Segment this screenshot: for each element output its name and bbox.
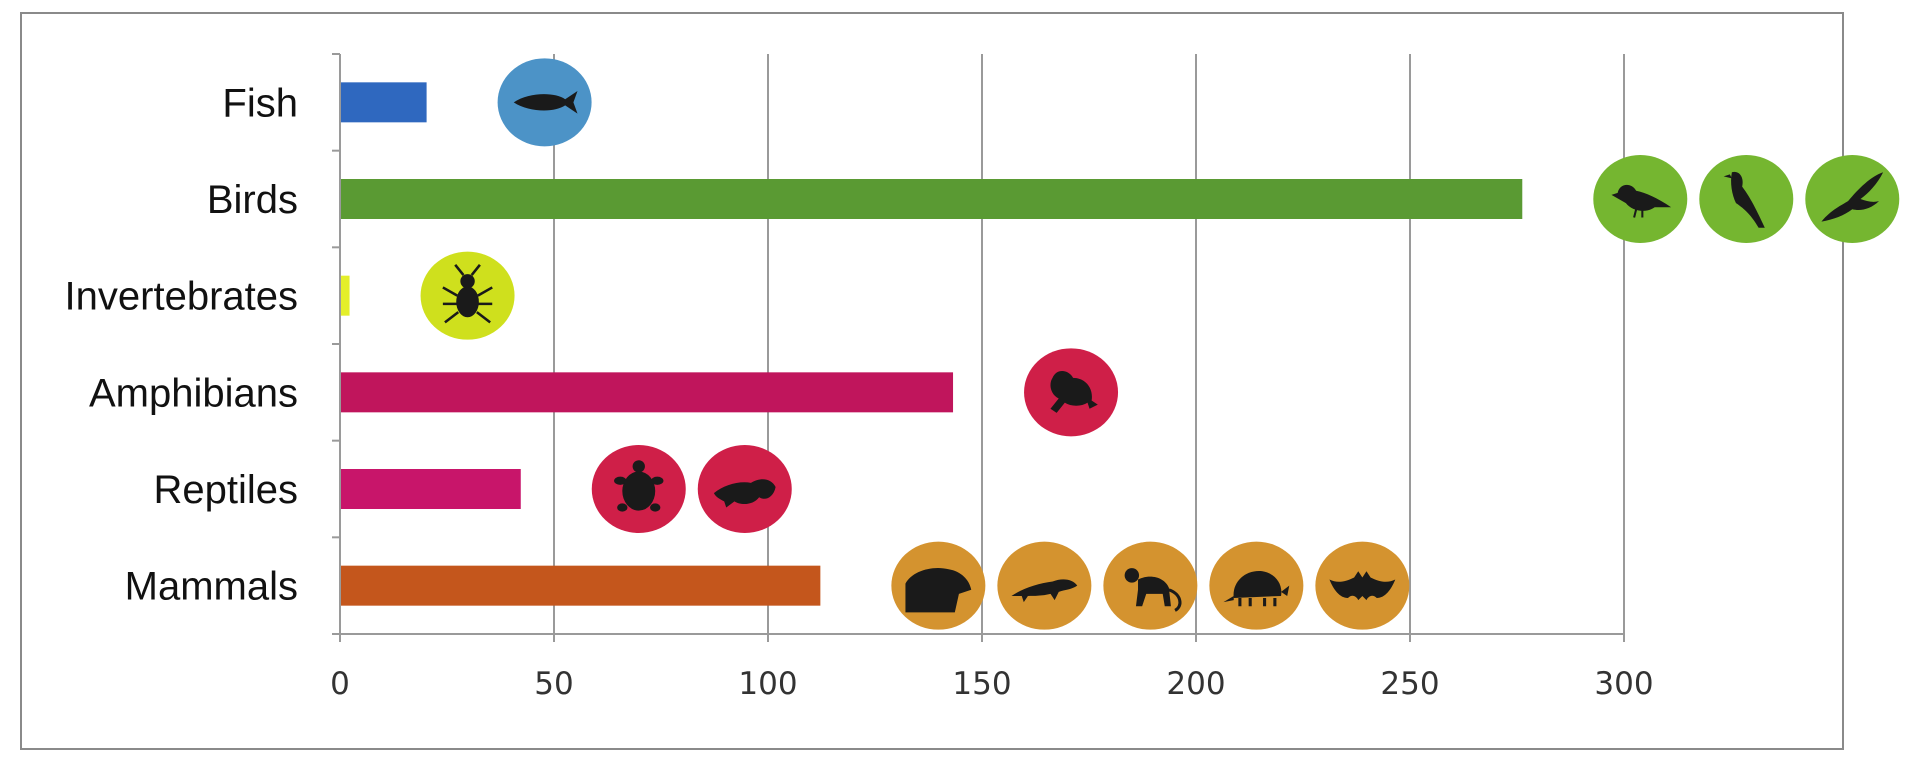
flying-bird-icon <box>1805 155 1900 243</box>
category-label: Mammals <box>125 565 298 609</box>
frog-icon <box>1024 348 1119 437</box>
otter-icon <box>997 541 1092 630</box>
labels: 0 50 100 150 200 250 300 Fish Birds Invertebrates… <box>65 81 1654 702</box>
bar-birds <box>341 179 1523 219</box>
bars <box>341 82 1523 606</box>
category-label: Birds <box>207 178 298 222</box>
gridlines <box>553 54 1625 634</box>
bar-reptiles <box>341 469 521 509</box>
songbird-icon <box>1593 155 1688 243</box>
monkey-icon <box>1103 541 1198 630</box>
bat-icon <box>1315 541 1410 630</box>
bar-fish <box>341 82 427 123</box>
beetle-icon <box>420 251 515 340</box>
magpie-icon <box>1699 155 1794 243</box>
x-tick-label: 300 <box>1594 666 1653 702</box>
icons <box>420 58 1900 630</box>
x-tick-label: 150 <box>952 666 1011 702</box>
x-tick-label: 0 <box>330 666 350 702</box>
x-tick-label: 250 <box>1380 666 1439 702</box>
x-tick-label: 200 <box>1166 666 1225 702</box>
chart-frame <box>20 12 1844 750</box>
x-tick-label: 100 <box>738 666 797 702</box>
x-tick-label: 50 <box>534 666 573 702</box>
turtle-icon <box>591 445 686 533</box>
axes <box>332 53 1625 642</box>
bar-invertebrates <box>341 275 350 316</box>
armadillo-icon <box>1209 541 1304 630</box>
fish-icon <box>497 58 592 147</box>
bar-mammals <box>341 565 821 606</box>
lizard-icon <box>697 445 792 533</box>
category-label: Reptiles <box>153 468 298 512</box>
category-label: Amphibians <box>89 371 298 415</box>
rodent-icon <box>891 541 986 630</box>
category-label: Invertebrates <box>65 275 298 319</box>
category-label: Fish <box>222 81 298 125</box>
bar-amphibians <box>341 372 954 413</box>
